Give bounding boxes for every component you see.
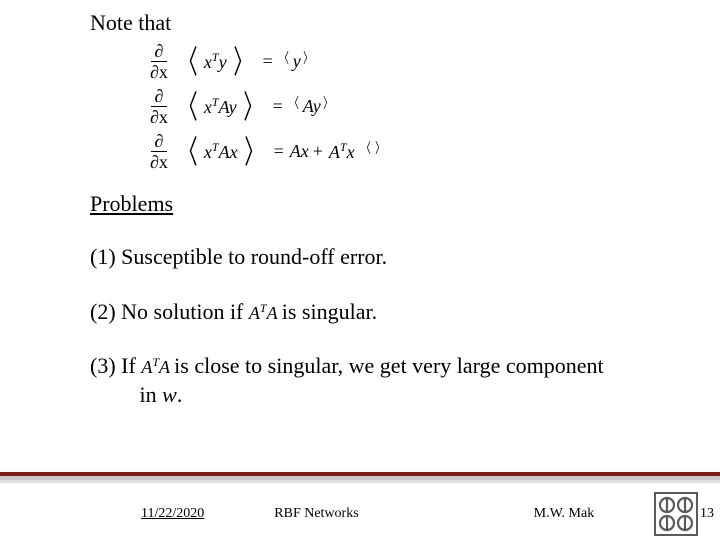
slide: Note that ∂ ∂x 〈 xTy 〉 = 〈 y 〉 bbox=[0, 0, 720, 540]
page-number: 13 bbox=[700, 506, 714, 522]
equations-block: ∂ ∂x 〈 xTy 〉 = 〈 y 〉 ∂ ∂x 〈 bbox=[150, 42, 630, 171]
inner-pre: x bbox=[204, 97, 212, 117]
eq-rhs-a: Ax bbox=[290, 141, 309, 162]
p2-math-pre: A bbox=[249, 303, 260, 323]
partial-denominator: ∂x bbox=[150, 152, 168, 171]
problem-3-pre: (3) If bbox=[90, 353, 141, 378]
eq-rhs: Ay bbox=[303, 96, 321, 117]
inner-sup: T bbox=[212, 95, 219, 109]
inner-post: Ax bbox=[219, 142, 238, 162]
partial-numerator: ∂ bbox=[151, 132, 168, 152]
eq-rhs-b: ATx bbox=[329, 140, 355, 163]
eq-rhs: y bbox=[293, 51, 301, 72]
rhs-b-post: x bbox=[347, 142, 355, 162]
partial-fraction: ∂ ∂x bbox=[150, 87, 168, 126]
footer-row: 11/22/2020 RBF Networks M.W. Mak bbox=[0, 490, 720, 540]
note-that-text: Note that bbox=[90, 10, 630, 36]
footer: 11/22/2020 RBF Networks M.W. Mak bbox=[0, 472, 720, 540]
rhs-b-sup: T bbox=[340, 140, 347, 154]
partial-fraction: ∂ ∂x bbox=[150, 132, 168, 171]
equation-1: ∂ ∂x 〈 xTy 〉 = 〈 y 〉 bbox=[150, 42, 630, 81]
right-bracket: 〉 bbox=[243, 91, 262, 123]
p3-math-post: A bbox=[159, 357, 170, 377]
left-bracket: 〈 bbox=[178, 46, 197, 78]
problem-2: (2) No solution if ATA is singular. bbox=[90, 298, 630, 327]
p3-math-sup: T bbox=[152, 355, 159, 369]
partial-numerator: ∂ bbox=[151, 87, 168, 107]
footer-decorative-lines bbox=[0, 472, 720, 490]
equals-sign: = bbox=[273, 96, 283, 117]
rhs-b-pre: A bbox=[329, 142, 340, 162]
eq-inner: xTAy bbox=[204, 95, 237, 118]
inner-post: Ay bbox=[219, 97, 237, 117]
content-area: Note that ∂ ∂x 〈 xTy 〉 = 〈 y 〉 bbox=[0, 0, 720, 409]
inner-post: y bbox=[219, 52, 227, 72]
problem-3-line2-pre: in bbox=[90, 382, 162, 407]
problem-3-math: ATA bbox=[141, 357, 174, 377]
footer-author: M.W. Mak bbox=[534, 506, 595, 522]
equals-sign: = bbox=[263, 51, 273, 72]
logo-icon bbox=[654, 492, 698, 536]
eq-inner: xTy bbox=[204, 50, 227, 73]
problems-heading: Problems bbox=[90, 191, 630, 217]
problem-3-line2-post: . bbox=[177, 382, 183, 407]
right-bracket-small: 〉 bbox=[303, 53, 313, 67]
problem-3-w: w bbox=[162, 382, 177, 407]
problem-1: (1) Susceptible to round-off error. bbox=[90, 243, 630, 272]
eq-inner: xTAx bbox=[204, 140, 238, 163]
inner-sup: T bbox=[212, 50, 219, 64]
equals-sign: = bbox=[274, 141, 284, 162]
right-bracket: 〉 bbox=[233, 46, 252, 78]
equation-2: ∂ ∂x 〈 xTAy 〉 = 〈 Ay 〉 bbox=[150, 87, 630, 126]
partial-denominator: ∂x bbox=[150, 62, 168, 81]
problem-3: (3) If ATA is close to singular, we get … bbox=[90, 352, 630, 409]
footer-right-group: 13 bbox=[654, 492, 714, 536]
problem-2-after: is singular. bbox=[282, 299, 377, 324]
p2-math-sup: T bbox=[260, 301, 267, 315]
right-bracket: 〉 bbox=[244, 136, 263, 168]
equation-3: ∂ ∂x 〈 xTAx 〉 = Ax + ATx 〈 〉 bbox=[150, 132, 630, 171]
left-bracket: 〈 bbox=[178, 136, 197, 168]
plus-sign: + bbox=[313, 141, 323, 162]
partial-fraction: ∂ ∂x bbox=[150, 42, 168, 81]
footer-date: 11/22/2020 bbox=[141, 506, 204, 522]
p2-math-post: A bbox=[267, 303, 278, 323]
left-bracket-small: 〈 bbox=[361, 143, 371, 157]
problem-2-pre: (2) No solution if bbox=[90, 299, 249, 324]
inner-pre: x bbox=[204, 142, 212, 162]
partial-numerator: ∂ bbox=[151, 42, 168, 62]
inner-pre: x bbox=[204, 52, 212, 72]
footer-line-gray-2 bbox=[0, 480, 720, 483]
right-bracket-small: 〉 bbox=[375, 143, 385, 157]
left-bracket-small: 〈 bbox=[279, 53, 289, 67]
left-bracket: 〈 bbox=[178, 91, 197, 123]
right-bracket-small: 〉 bbox=[323, 98, 333, 112]
left-bracket-small: 〈 bbox=[289, 98, 299, 112]
problem-3-mid: is close to singular, we get very large … bbox=[174, 353, 603, 378]
partial-denominator: ∂x bbox=[150, 107, 168, 126]
footer-center-title: RBF Networks bbox=[274, 506, 358, 522]
problem-2-math: ATA bbox=[249, 303, 282, 323]
inner-sup: T bbox=[212, 140, 219, 154]
p3-math-pre: A bbox=[141, 357, 152, 377]
